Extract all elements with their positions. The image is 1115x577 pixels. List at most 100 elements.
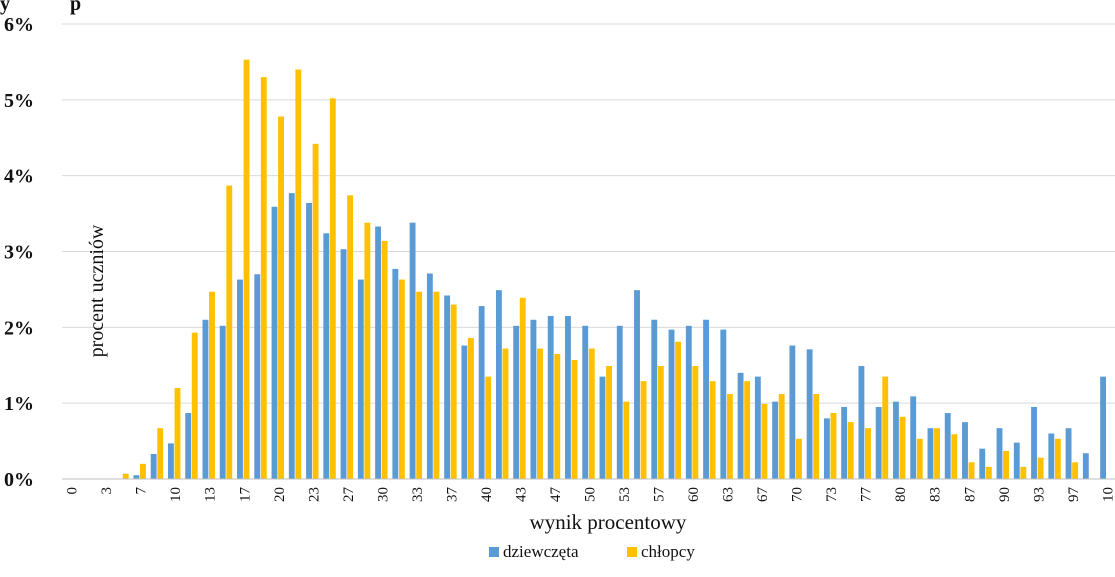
bar-dziewczeta bbox=[392, 268, 399, 479]
bar-dziewczeta bbox=[1031, 406, 1037, 479]
bar-chlopcy bbox=[398, 279, 405, 479]
bar-dziewczeta bbox=[875, 406, 882, 479]
x-tick-label: 83 bbox=[928, 487, 944, 502]
bar-chlopcy bbox=[916, 438, 923, 479]
x-tick-label: 37 bbox=[444, 487, 460, 503]
x-tick-label: 17 bbox=[237, 487, 253, 503]
x-tick-label: 0 bbox=[65, 487, 81, 495]
bar-chlopcy bbox=[485, 376, 492, 479]
y-tick-label: 6% bbox=[4, 14, 34, 36]
bar-chlopcy bbox=[278, 116, 284, 480]
x-tick-label: 53 bbox=[617, 487, 633, 502]
bar-dziewczeta bbox=[167, 443, 174, 479]
bar-chlopcy bbox=[1072, 462, 1079, 479]
x-tick-label: 80 bbox=[893, 487, 909, 502]
bar-chlopcy bbox=[416, 291, 423, 479]
bar-chlopcy bbox=[899, 416, 906, 479]
bar-chlopcy bbox=[847, 422, 854, 479]
bar-chlopcy bbox=[554, 353, 561, 479]
x-tick-label: 87 bbox=[962, 487, 978, 503]
y-tick-label: 5% bbox=[4, 90, 34, 112]
bar-dziewczeta bbox=[254, 274, 261, 479]
bar-chlopcy bbox=[951, 434, 958, 479]
bar-dziewczeta bbox=[288, 193, 295, 479]
x-axis-label: wynik procentowy bbox=[530, 510, 687, 534]
y-tick-label: 0% bbox=[4, 469, 34, 491]
x-tick-label: 97 bbox=[1066, 487, 1082, 503]
x-tick-label: 30 bbox=[375, 487, 391, 502]
bar-dziewczeta bbox=[789, 345, 796, 479]
bar-dziewczeta bbox=[823, 418, 830, 479]
bar-chlopcy bbox=[295, 69, 302, 479]
y-tick-label: 1% bbox=[4, 393, 34, 415]
chart-title-fragment: y p bbox=[0, 0, 81, 15]
bar-dziewczeta bbox=[426, 273, 433, 479]
bar-chlopcy bbox=[312, 143, 319, 480]
x-tick-label: 77 bbox=[859, 487, 875, 503]
bar-dziewczeta bbox=[1048, 433, 1055, 479]
bar-chlopcy bbox=[433, 291, 440, 479]
bar-chlopcy bbox=[968, 462, 975, 479]
bar-dziewczeta bbox=[202, 319, 209, 479]
legend-label-dziewczeta: dziewczęta bbox=[503, 542, 579, 561]
bar-chlopcy bbox=[675, 341, 682, 479]
bar-dziewczeta bbox=[409, 222, 416, 479]
bar-chlopcy bbox=[502, 348, 509, 479]
bar-dziewczeta bbox=[1100, 376, 1107, 479]
bar-dziewczeta bbox=[306, 202, 312, 479]
bar-dziewczeta bbox=[375, 226, 382, 479]
bar-chlopcy bbox=[709, 381, 716, 479]
x-tick-label: 20 bbox=[272, 487, 288, 502]
bar-dziewczeta bbox=[651, 319, 658, 479]
bar-dziewczeta bbox=[754, 376, 761, 479]
bar-dziewczeta bbox=[841, 406, 848, 479]
bar-chlopcy bbox=[226, 185, 233, 479]
legend-label-chlopcy: chłopcy bbox=[641, 542, 695, 561]
bar-dziewczeta bbox=[461, 345, 468, 479]
bar-dziewczeta bbox=[893, 401, 899, 479]
bar-dziewczeta bbox=[858, 366, 865, 479]
x-tick-label: 57 bbox=[652, 487, 668, 503]
bar-dziewczeta bbox=[685, 325, 692, 479]
bar-chlopcy bbox=[174, 388, 181, 479]
bar-dziewczeta bbox=[478, 306, 485, 479]
bar-chlopcy bbox=[744, 381, 751, 479]
bar-chlopcy bbox=[1037, 457, 1044, 479]
bar-dziewczeta bbox=[668, 329, 675, 479]
bar-chlopcy bbox=[588, 348, 595, 479]
bar-dziewczeta bbox=[237, 279, 243, 479]
x-tick-label: 23 bbox=[306, 487, 322, 502]
bar-chlopcy bbox=[209, 291, 215, 479]
bar-dziewczeta bbox=[962, 422, 968, 479]
bar-chlopcy bbox=[1054, 438, 1061, 479]
bar-chlopcy bbox=[381, 240, 388, 479]
bar-dziewczeta bbox=[616, 325, 623, 479]
x-tick-label: 27 bbox=[341, 487, 357, 503]
bar-chlopcy bbox=[537, 348, 543, 479]
x-tick-label: 47 bbox=[548, 487, 564, 503]
bar-dziewczeta bbox=[996, 428, 1003, 479]
bar-chlopcy bbox=[191, 332, 198, 479]
bar-chlopcy bbox=[450, 304, 457, 479]
bar-dziewczeta bbox=[513, 325, 520, 479]
bar-dziewczeta bbox=[634, 290, 640, 479]
bar-dziewczeta bbox=[927, 428, 934, 479]
bar-dziewczeta bbox=[979, 448, 986, 479]
bar-chlopcy bbox=[468, 337, 474, 479]
bar-dziewczeta bbox=[150, 453, 157, 479]
y-tick-label: 3% bbox=[4, 242, 34, 264]
bar-dziewczeta bbox=[340, 249, 347, 479]
bar-chlopcy bbox=[157, 428, 164, 479]
bar-dziewczeta bbox=[720, 329, 727, 479]
bar-chlopcy bbox=[934, 428, 940, 479]
bar-chlopcy bbox=[726, 394, 733, 479]
bar-dziewczeta bbox=[737, 372, 744, 479]
bar-dziewczeta bbox=[703, 319, 709, 479]
bar-chlopcy bbox=[1003, 450, 1010, 479]
x-tick-label: 10 bbox=[168, 487, 184, 502]
bar-dziewczeta bbox=[806, 349, 813, 479]
bar-dziewczeta bbox=[357, 279, 364, 479]
bar-chlopcy bbox=[761, 403, 768, 479]
x-tick-label: 10 bbox=[1100, 487, 1115, 502]
axes: 0%1%2%3%4%5%6%0 3 7 10 13 17 20 23 27 30 33 37 40 43 4… bbox=[4, 14, 1115, 502]
